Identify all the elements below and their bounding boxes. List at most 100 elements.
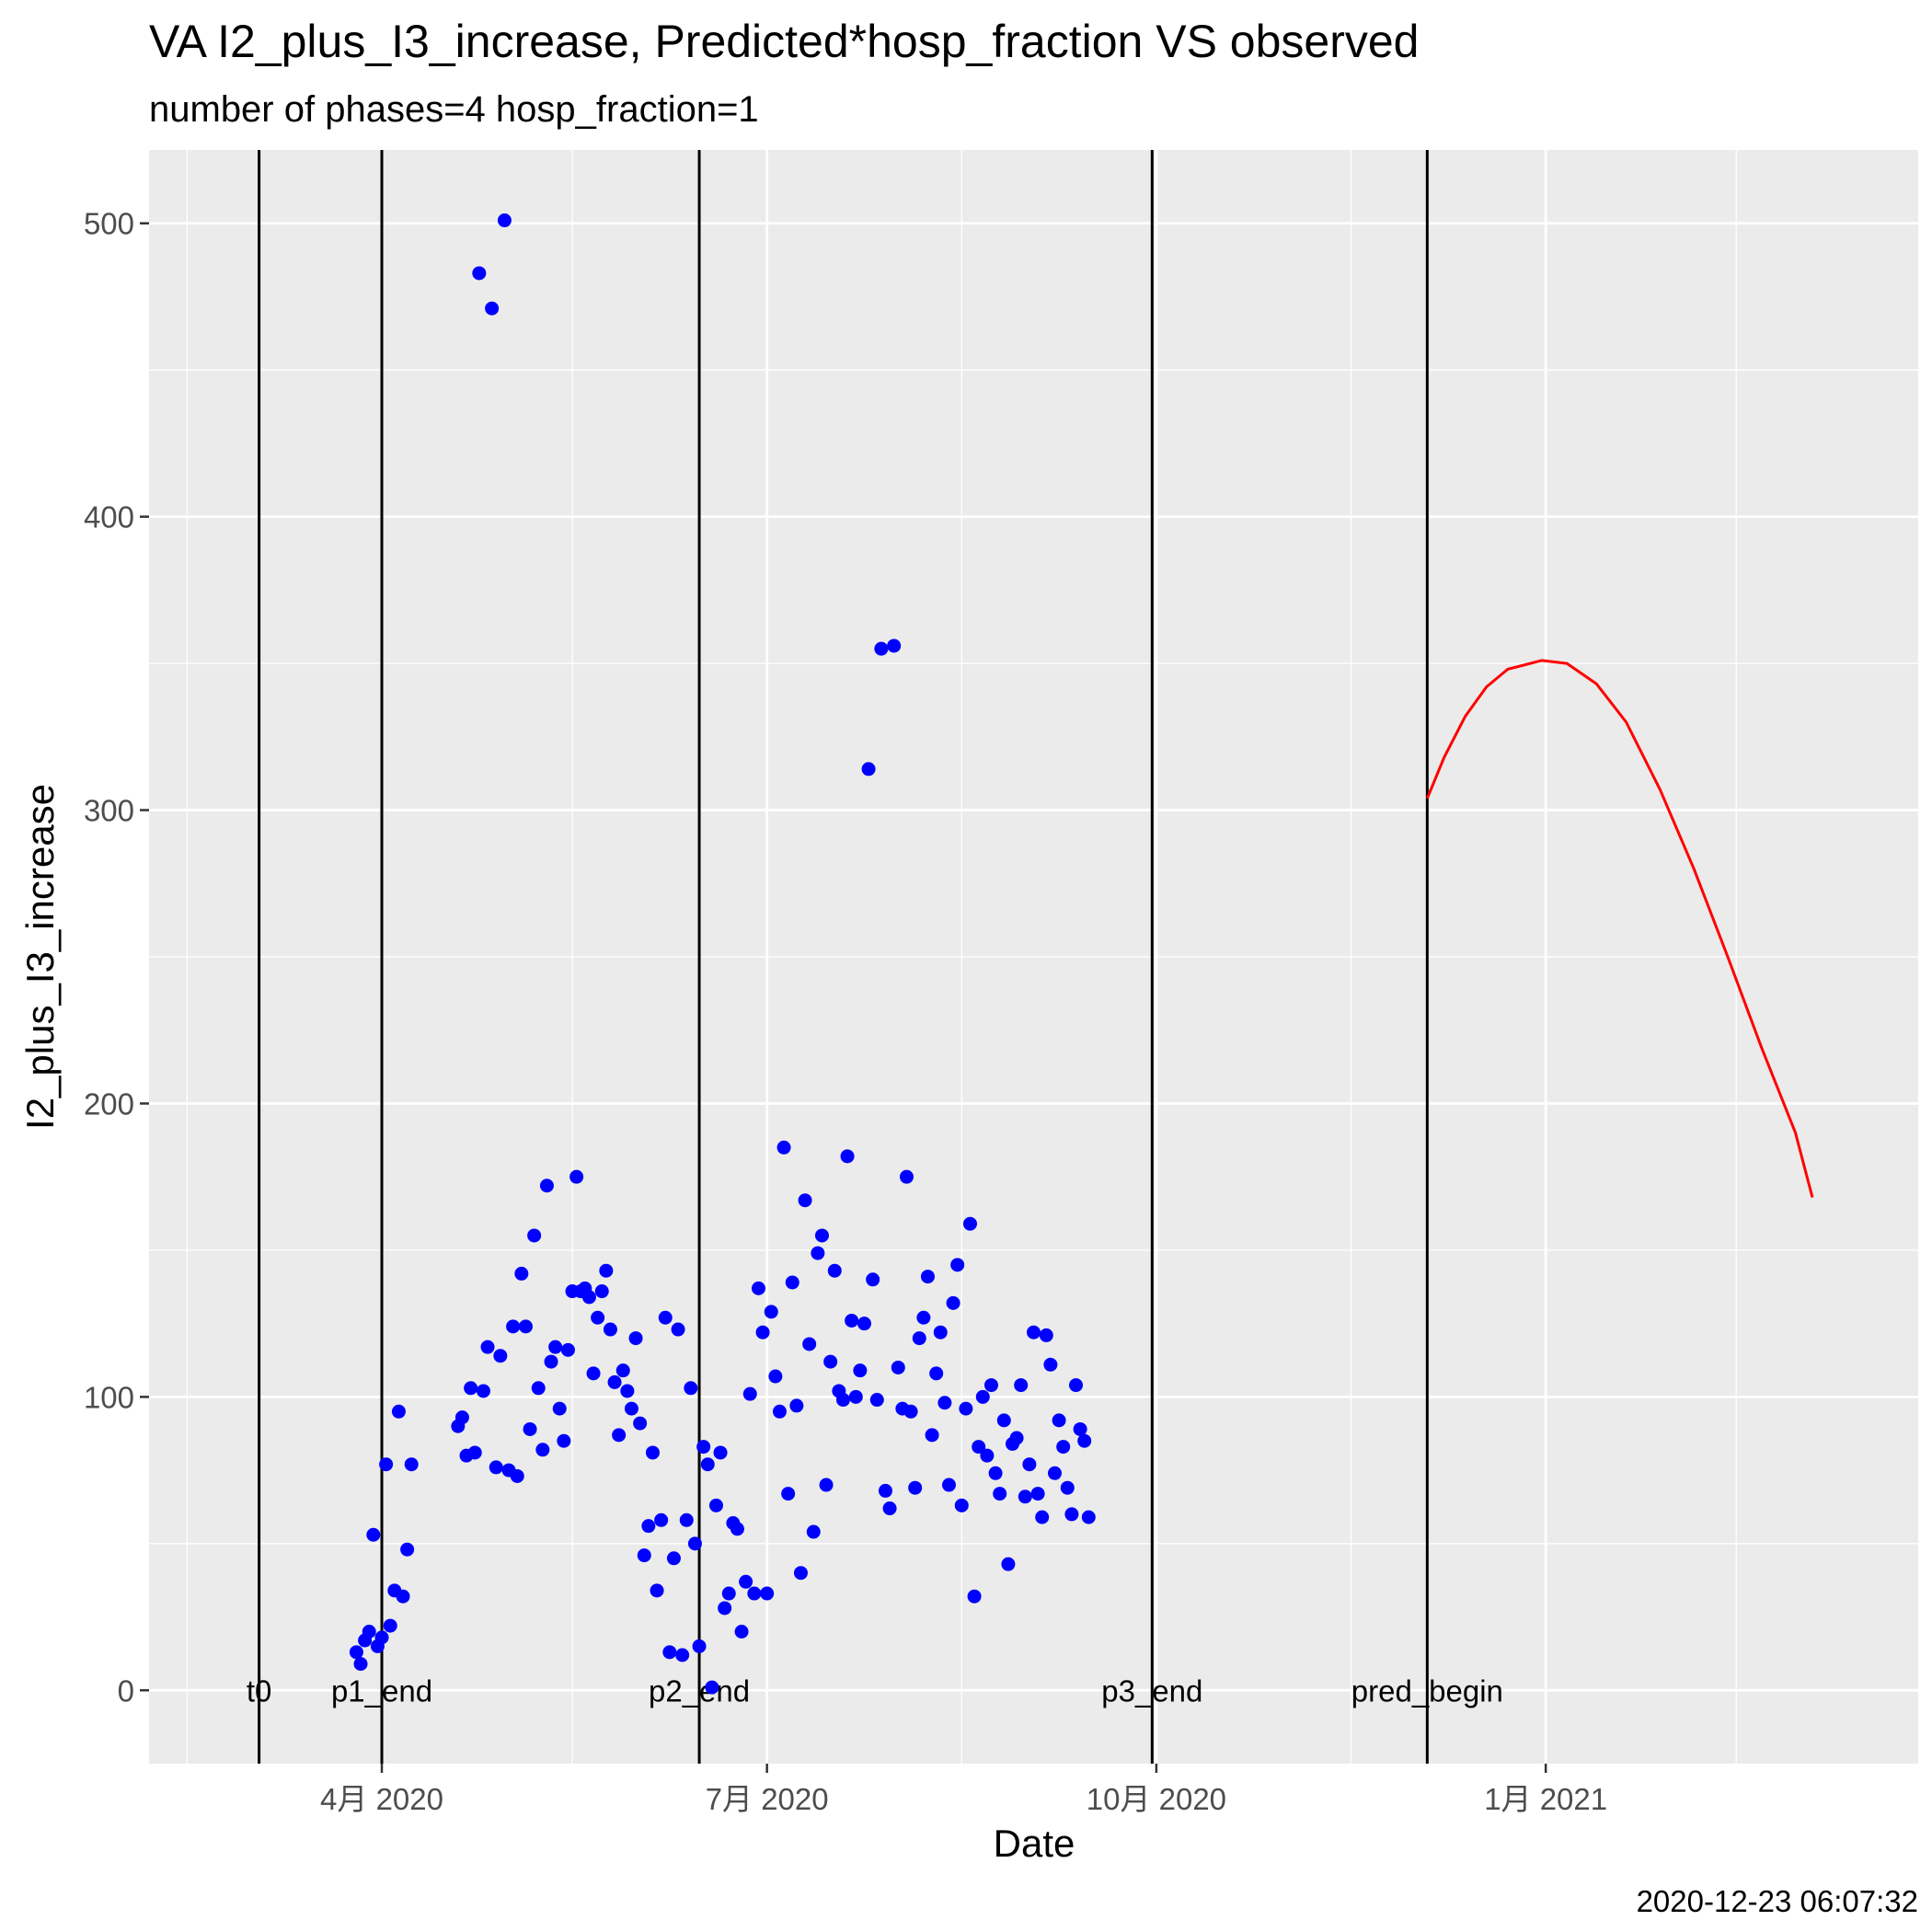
data-point: [1069, 1378, 1084, 1393]
data-point: [485, 301, 500, 316]
data-point: [908, 1480, 923, 1495]
data-point: [696, 1440, 711, 1455]
data-point: [742, 1386, 757, 1401]
data-point: [569, 1169, 584, 1184]
data-point: [1073, 1421, 1087, 1436]
data-point: [937, 1396, 952, 1410]
data-point: [798, 1193, 812, 1208]
data-point: [531, 1381, 546, 1396]
data-point: [980, 1448, 995, 1463]
data-point: [1043, 1357, 1058, 1372]
data-point: [967, 1589, 982, 1604]
data-point: [527, 1228, 542, 1243]
y-tick-label: 100: [84, 1380, 134, 1414]
phase-labels: t0 p1_end p2_end p3_end pred_begin: [247, 1673, 1503, 1708]
data-point: [658, 1310, 673, 1325]
data-point: [391, 1404, 406, 1419]
minor-gridlines: [149, 150, 1918, 1764]
data-point: [662, 1645, 677, 1660]
data-point: [776, 1140, 791, 1155]
data-point: [353, 1657, 368, 1672]
data-point: [835, 1393, 850, 1408]
data-point: [878, 1483, 892, 1498]
x-axis-title: Date: [994, 1822, 1075, 1865]
data-point: [713, 1445, 728, 1460]
data-point: [671, 1322, 685, 1337]
y-tick-label: 400: [84, 500, 134, 535]
data-point: [464, 1381, 478, 1396]
data-point: [840, 1149, 855, 1164]
data-point: [975, 1389, 990, 1404]
data-point: [912, 1331, 926, 1346]
data-point: [819, 1478, 834, 1492]
data-point: [396, 1589, 410, 1604]
data-point: [891, 1360, 905, 1374]
data-point: [366, 1527, 381, 1542]
data-point: [544, 1354, 558, 1369]
data-point: [811, 1246, 825, 1260]
x-tick-label: 10月 2020: [1087, 1782, 1226, 1816]
data-point: [620, 1384, 635, 1398]
data-point: [349, 1645, 363, 1660]
x-tick-label: 7月 2020: [706, 1782, 829, 1816]
y-tick-label: 300: [84, 794, 134, 828]
data-point: [1056, 1440, 1071, 1455]
data-point: [472, 266, 487, 281]
y-tick-label: 200: [84, 1087, 134, 1121]
data-point: [903, 1404, 918, 1419]
data-point: [700, 1457, 715, 1472]
data-point: [793, 1566, 808, 1581]
data-point: [607, 1374, 622, 1389]
data-point: [1009, 1431, 1024, 1445]
data-point: [1064, 1507, 1079, 1522]
data-point: [882, 1501, 897, 1516]
data-point: [514, 1266, 529, 1281]
data-point: [489, 1460, 503, 1475]
data-point: [506, 1319, 521, 1334]
y-tick-label: 0: [118, 1673, 134, 1708]
data-point: [594, 1284, 609, 1299]
data-point: [1027, 1325, 1041, 1340]
data-point: [806, 1524, 821, 1539]
data-point: [523, 1421, 537, 1436]
data-point: [705, 1680, 719, 1695]
observed-series: [349, 213, 1096, 1695]
data-point: [853, 1363, 868, 1378]
data-point: [650, 1583, 664, 1598]
data-point: [591, 1310, 605, 1325]
data-point: [1077, 1433, 1092, 1448]
data-point: [493, 1349, 508, 1363]
x-axis: 4月 2020 7月 2020 10月 2020 1月 2021: [320, 1764, 1607, 1816]
data-point: [666, 1551, 681, 1566]
data-point: [552, 1401, 567, 1416]
data-point: [772, 1404, 787, 1419]
data-point: [941, 1478, 956, 1492]
phase-lines: [258, 150, 1429, 1764]
major-gridlines: [149, 150, 1918, 1764]
data-point: [692, 1639, 707, 1653]
data-point: [684, 1381, 698, 1396]
phase-line-label: p2_end: [649, 1673, 750, 1708]
prediction-line: [1425, 659, 1814, 1198]
data-point: [848, 1389, 863, 1404]
data-point: [950, 1258, 965, 1272]
data-point: [612, 1428, 627, 1443]
data-point: [1052, 1413, 1066, 1428]
data-point: [675, 1648, 690, 1662]
data-point: [654, 1512, 669, 1527]
data-point: [755, 1325, 770, 1340]
data-point: [560, 1342, 575, 1357]
phase-line-label: t0: [247, 1673, 272, 1708]
data-point: [1048, 1466, 1063, 1480]
data-point: [518, 1319, 533, 1334]
data-point: [586, 1366, 601, 1381]
data-point: [1035, 1510, 1050, 1524]
data-point: [734, 1624, 749, 1639]
phase-line-label: p3_end: [1101, 1673, 1202, 1708]
data-point: [379, 1457, 394, 1472]
data-point: [557, 1433, 571, 1448]
data-point: [802, 1337, 817, 1351]
data-point: [1030, 1487, 1045, 1501]
data-point: [996, 1413, 1011, 1428]
data-point: [548, 1340, 563, 1354]
